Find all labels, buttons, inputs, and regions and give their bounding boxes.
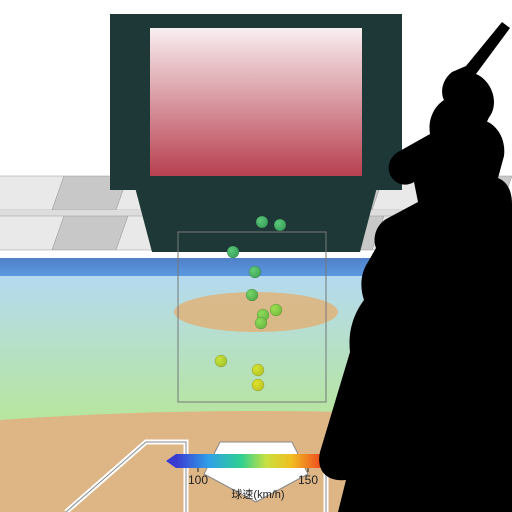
stadium-wall-panel xyxy=(52,216,128,250)
pitch-dot xyxy=(227,246,239,258)
colorbar-tick-label: 100 xyxy=(188,473,208,487)
scoreboard-screen xyxy=(150,28,362,176)
pitch-dot xyxy=(249,266,261,278)
pitch-dot xyxy=(256,216,268,228)
helmet-brim xyxy=(436,118,486,126)
pitch-location-chart: 100 150 球速(km/h) xyxy=(0,0,512,512)
pitch-dot xyxy=(252,379,264,391)
colorbar-label: 球速(km/h) xyxy=(231,487,284,501)
colorbar-tick-label: 150 xyxy=(298,473,318,487)
pitch-dot xyxy=(246,289,258,301)
pitch-dot xyxy=(270,304,282,316)
pitch-dot xyxy=(255,317,267,329)
pitch-dot xyxy=(252,364,264,376)
pitch-dot xyxy=(274,219,286,231)
pitch-dot xyxy=(215,355,227,367)
colorbar xyxy=(176,454,340,468)
batter-helmet xyxy=(442,86,490,134)
